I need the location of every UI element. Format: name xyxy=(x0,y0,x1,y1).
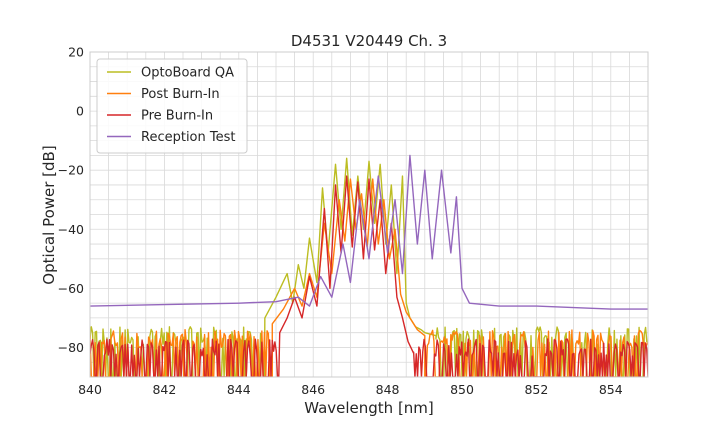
x-tick-label: 850 xyxy=(450,382,474,397)
legend-label: Pre Burn-In xyxy=(141,109,213,124)
legend: OptoBoard QA Post Burn-In Pre Burn-In Recep… xyxy=(96,58,248,154)
series-layer xyxy=(90,154,648,377)
x-axis-label: Wavelength [nm] xyxy=(304,399,434,417)
plot-frame xyxy=(89,51,649,378)
series-line xyxy=(90,154,648,310)
legend-box xyxy=(96,58,248,154)
y-tick-label: −20 xyxy=(58,163,84,178)
series-reception-test xyxy=(90,154,648,310)
y-tick-label: −40 xyxy=(58,222,84,237)
x-tick-label: 840 xyxy=(78,382,102,397)
x-tick-label: 844 xyxy=(227,382,251,397)
legend-label: Post Burn-In xyxy=(141,87,220,102)
y-tick-label: 0 xyxy=(76,104,84,119)
chart-title: D4531 V20449 Ch. 3 xyxy=(291,32,447,50)
y-axis-label: Optical Power [dB] xyxy=(40,145,58,284)
series-line xyxy=(90,178,648,377)
x-tick-label: 846 xyxy=(301,382,325,397)
y-tick-label: 20 xyxy=(68,45,84,60)
y-tick-labels: 20 0 −20 −40 −60 −80 xyxy=(58,45,84,355)
x-tick-labels: 840 842 844 846 848 850 852 854 xyxy=(78,382,623,397)
y-tick-label: −80 xyxy=(58,340,84,355)
legend-label: OptoBoard QA xyxy=(141,66,234,81)
series-line xyxy=(90,157,648,377)
series-line xyxy=(90,175,648,377)
x-tick-label: 842 xyxy=(152,382,176,397)
y-tick-label: −60 xyxy=(58,281,84,296)
x-tick-label: 852 xyxy=(524,382,548,397)
series-pre-burn-in xyxy=(90,175,648,377)
series-optoboard-qa xyxy=(90,157,648,377)
x-tick-label: 854 xyxy=(599,382,623,397)
series-post-burn-in xyxy=(90,178,648,377)
legend-label: Reception Test xyxy=(141,130,235,145)
x-tick-label: 848 xyxy=(376,382,400,397)
